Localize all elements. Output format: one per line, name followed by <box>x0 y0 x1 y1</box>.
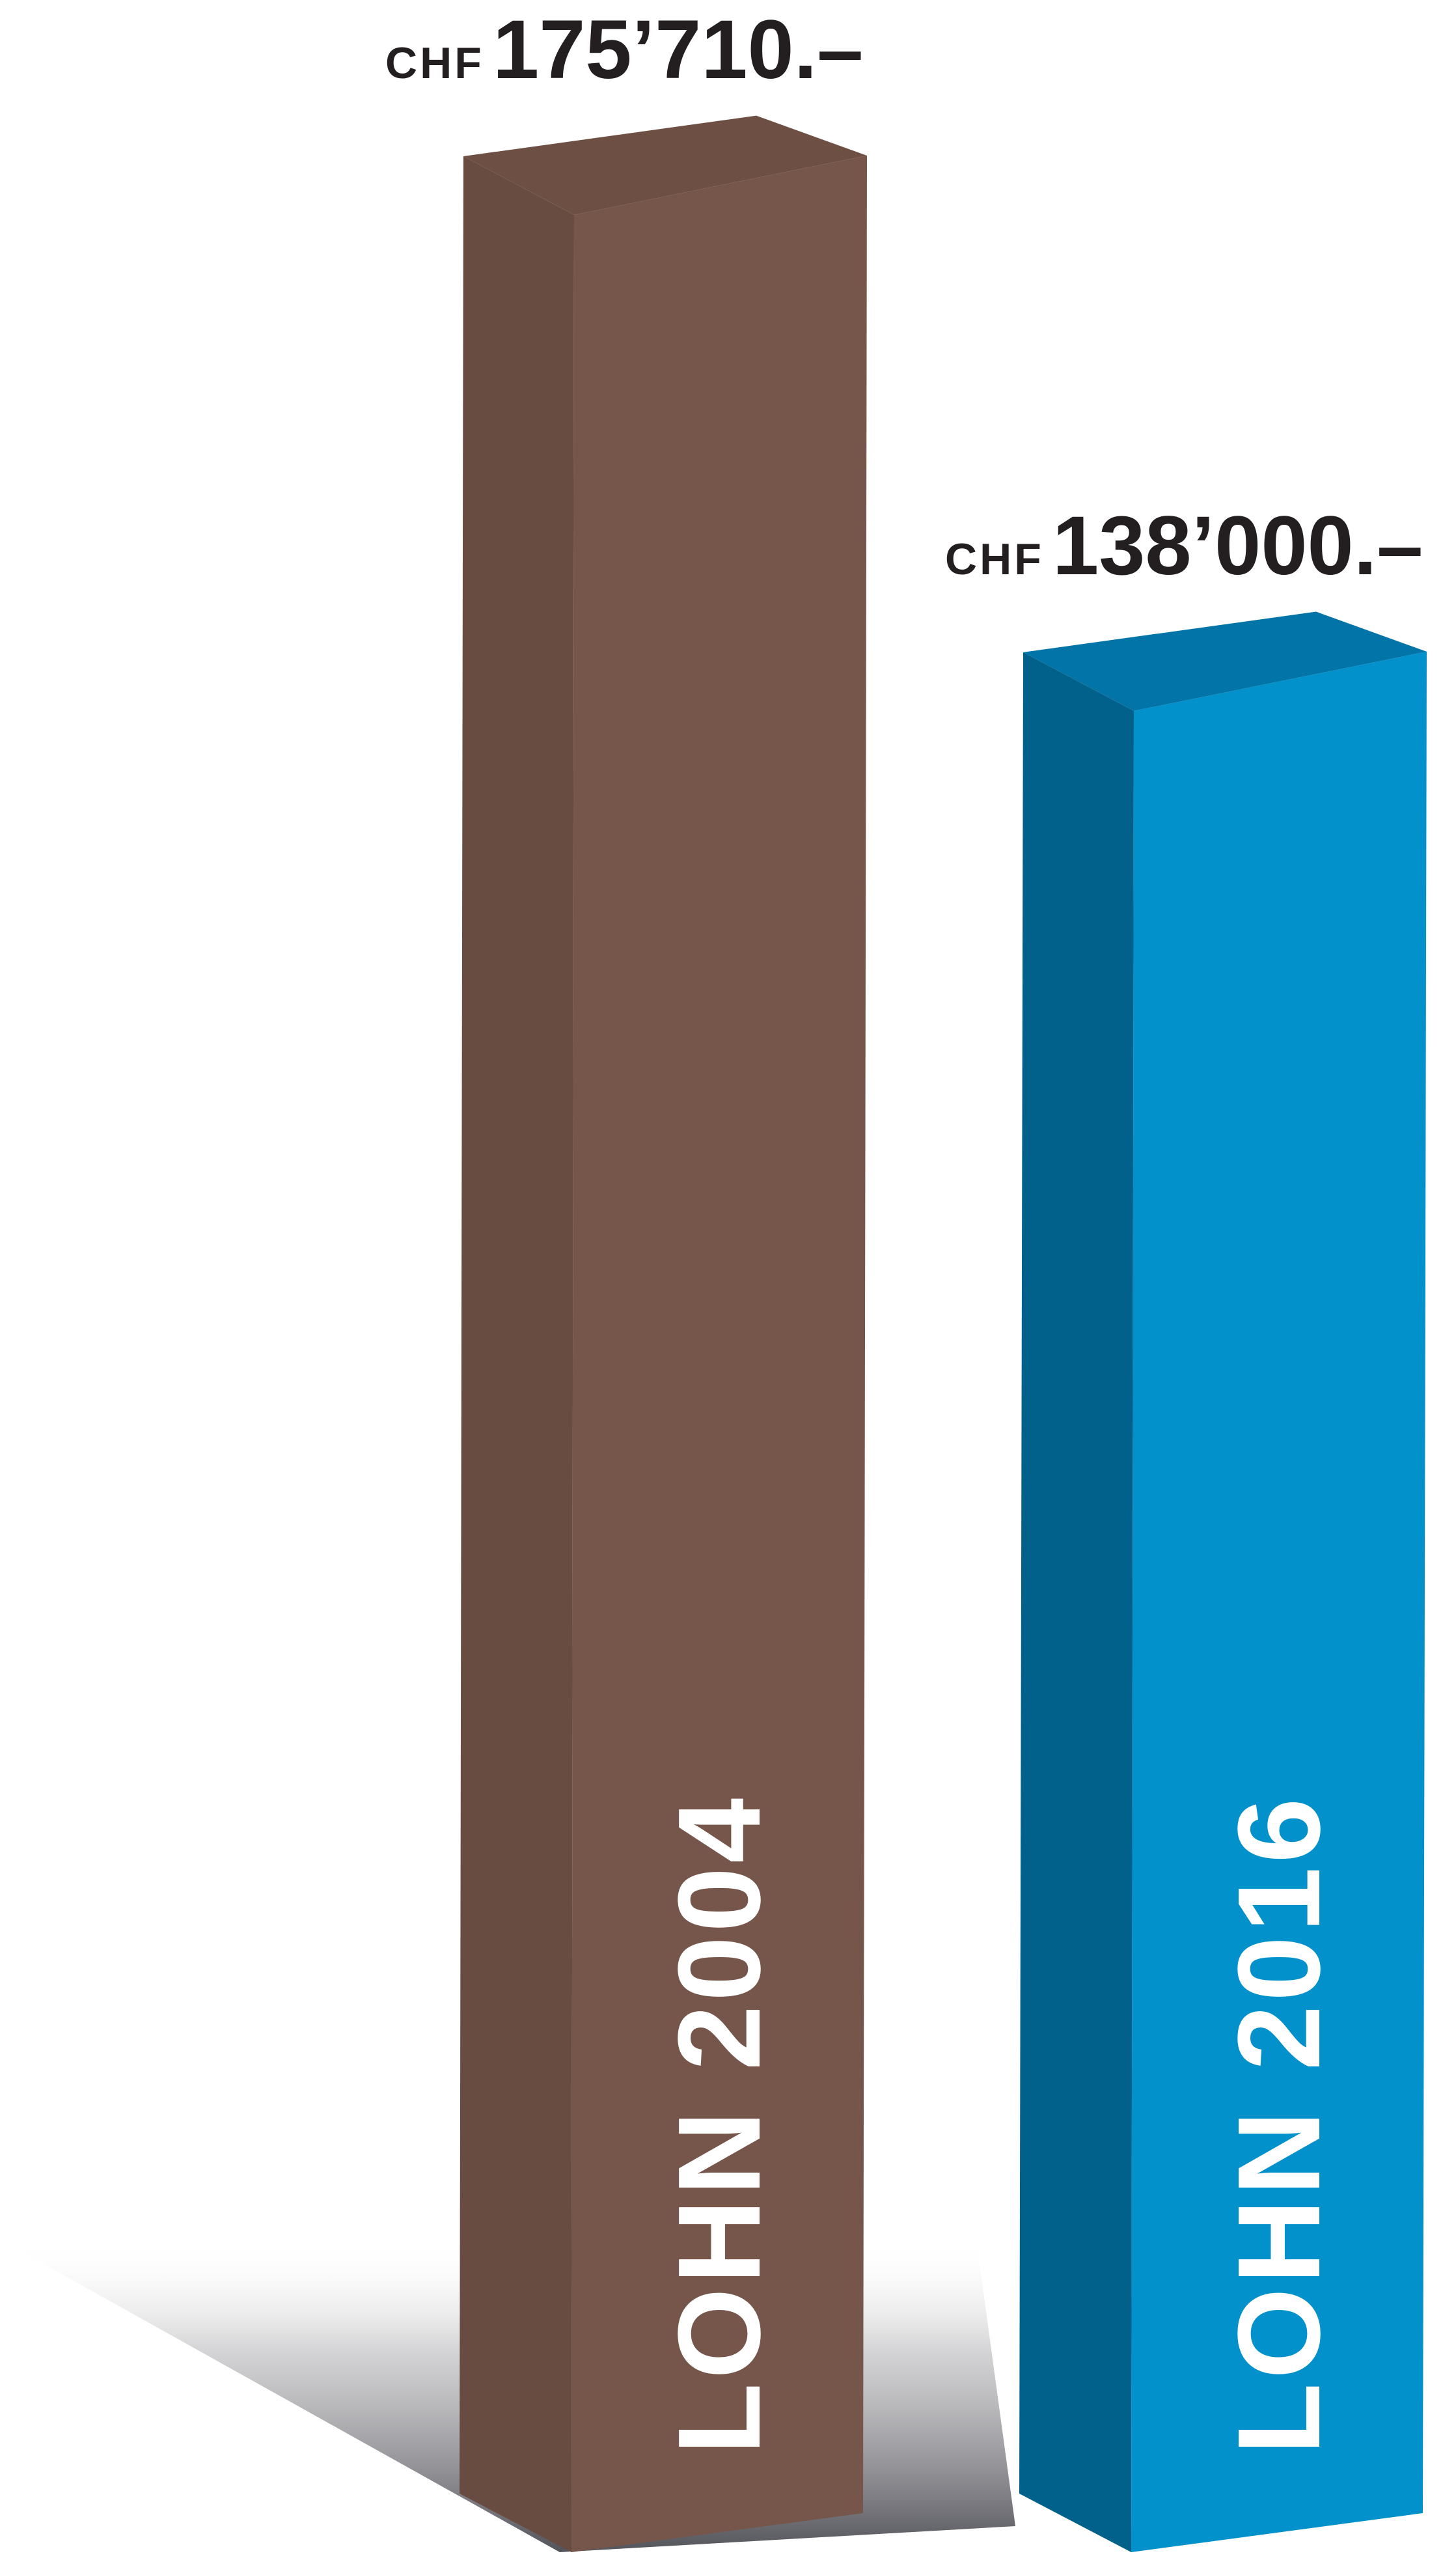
bar-front-face <box>1131 651 1427 2552</box>
bar-top-face <box>463 115 867 215</box>
value-amount-label: 175’710.– <box>493 3 863 96</box>
value-currency-label: CHF <box>945 535 1044 584</box>
bar-lohn-2016: LOHN 2016 CHF 138’000.– <box>945 499 1427 2552</box>
bar-lohn-2004: LOHN 2004 CHF 175’710.– <box>385 3 867 2552</box>
bar-top-face <box>1023 611 1427 711</box>
bar-category-label: LOHN 2016 <box>1214 1794 1345 2455</box>
bar-side-face <box>1019 652 1134 2552</box>
value-amount-label: 138’000.– <box>1052 499 1423 592</box>
bar-front-face <box>571 156 867 2552</box>
value-currency-label: CHF <box>385 38 484 88</box>
bar-side-face <box>460 156 574 2552</box>
bar-category-label: LOHN 2004 <box>654 1794 785 2455</box>
